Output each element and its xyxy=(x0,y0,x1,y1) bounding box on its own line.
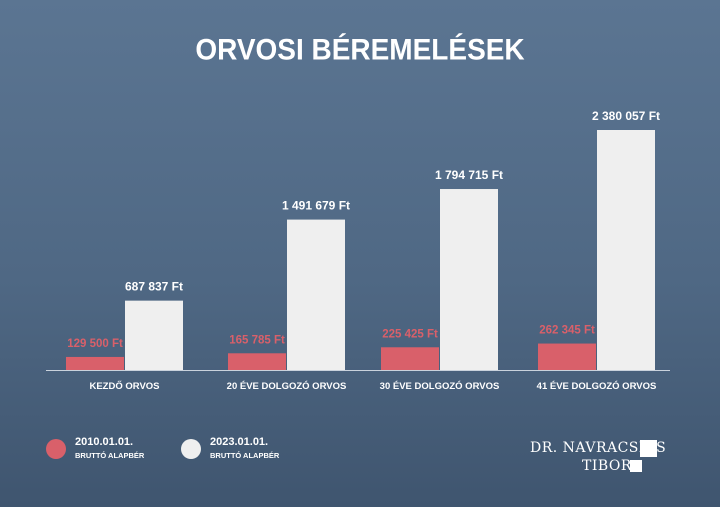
bar-2010-3 xyxy=(538,343,596,370)
category-label-1: 20 ÉVE DOLGOZÓ ORVOS xyxy=(227,380,347,392)
data-label-2010-3: 262 345 Ft xyxy=(539,325,595,337)
data-label-2010-2: 225 425 Ft xyxy=(382,328,438,340)
logo: DR. NAVRACSICS TIBOR xyxy=(528,440,668,476)
legend-swatch-2023 xyxy=(181,439,201,459)
bar-2023-1 xyxy=(287,219,345,370)
bar-2023-2 xyxy=(440,189,498,370)
bar-2010-0 xyxy=(66,356,124,370)
category-label-3: 41 ÉVE DOLGOZÓ ORVOS xyxy=(537,380,657,392)
data-label-2010-0: 129 500 Ft xyxy=(67,338,123,350)
logo-line-1: DR. NAVRACSICS xyxy=(530,440,667,456)
bar-2010-1 xyxy=(228,353,286,370)
logo-square-large xyxy=(640,440,657,457)
data-label-2023-0: 687 837 Ft xyxy=(125,280,183,294)
logo-square-small xyxy=(630,460,642,472)
legend-item-2010: 2010.01.01. BRUTTÓ ALAPBÉR xyxy=(46,436,144,462)
legend-date-2023: 2023.01.01. xyxy=(210,436,269,448)
data-label-2023-2: 1 794 715 Ft xyxy=(435,168,503,182)
legend-caption-2010: BRUTTÓ ALAPBÉR xyxy=(75,451,145,460)
legend-item-2023: 2023.01.01. BRUTTÓ ALAPBÉR xyxy=(181,436,279,462)
legend-date-2010: 2010.01.01. xyxy=(75,436,134,448)
data-label-2023-1: 1 491 679 Ft xyxy=(282,199,350,213)
data-label-2010-1: 165 785 Ft xyxy=(229,334,285,346)
bar-2023-0 xyxy=(125,300,183,370)
category-label-2: 30 ÉVE DOLGOZÓ ORVOS xyxy=(380,380,500,392)
bar-2010-2 xyxy=(381,347,439,370)
category-label-0: KEZDŐ ORVOS xyxy=(89,380,159,392)
bar-2023-3 xyxy=(597,130,655,370)
chart-title: ORVOSI BÉREMELÉSEK xyxy=(195,33,525,66)
bar-chart: 129 500 Ft 687 837 Ft KEZDŐ ORVOS 165 785 F… xyxy=(46,109,670,392)
logo-line-2: TIBOR xyxy=(582,458,632,474)
data-label-2023-3: 2 380 057 Ft xyxy=(592,109,660,123)
legend-swatch-2010 xyxy=(46,439,66,459)
legend-caption-2023: BRUTTÓ ALAPBÉR xyxy=(210,451,280,460)
